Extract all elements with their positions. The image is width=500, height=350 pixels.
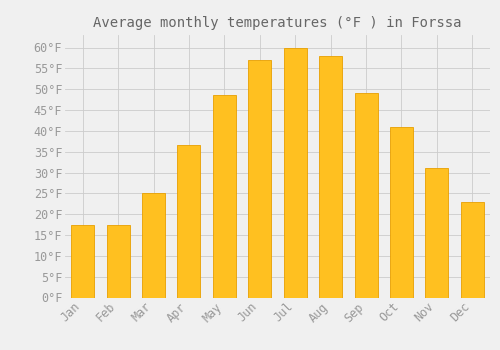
Bar [390, 127, 413, 298]
Bar [178, 145, 201, 298]
Bar [142, 193, 165, 298]
Bar [106, 225, 130, 298]
Bar [319, 56, 342, 298]
Bar [426, 168, 448, 298]
Bar [71, 225, 94, 298]
Bar [248, 60, 272, 298]
Bar [284, 48, 306, 298]
Title: Average monthly temperatures (°F ) in Forssa: Average monthly temperatures (°F ) in Fo… [93, 16, 462, 30]
Bar [213, 96, 236, 298]
Bar [354, 93, 378, 298]
Bar [461, 202, 484, 298]
